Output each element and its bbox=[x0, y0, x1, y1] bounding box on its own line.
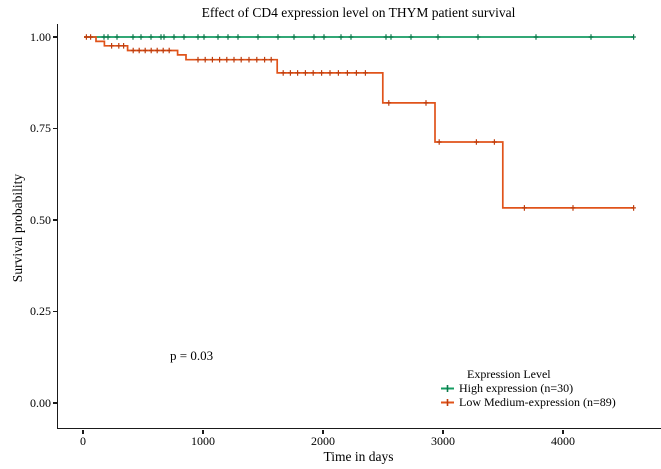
y-tick bbox=[53, 402, 57, 404]
y-tick bbox=[53, 310, 57, 313]
x-tick-label: 1000 bbox=[191, 434, 215, 448]
censor-marks-low-medium-expression bbox=[84, 34, 636, 211]
x-tick-label: 2000 bbox=[311, 434, 335, 448]
x-tick bbox=[562, 429, 564, 434]
x-axis-title: Time in days bbox=[323, 449, 394, 464]
survival-curve-low-medium-expression bbox=[84, 36, 634, 209]
y-tick-label: 1.00 bbox=[30, 29, 51, 44]
x-tick-label: 3000 bbox=[431, 434, 455, 448]
x-tick-label: 0 bbox=[80, 434, 86, 448]
y-tick bbox=[53, 219, 57, 221]
p-value-annotation: p = 0.03 bbox=[170, 348, 214, 363]
y-tick-label: 0.50 bbox=[30, 212, 51, 227]
legend-item-high-expression: High expression (n=30) bbox=[440, 381, 616, 395]
plot-panel: p = 0.03 bbox=[57, 24, 661, 429]
legend-label-low-medium: Low Medium-expression (n=89) bbox=[459, 395, 616, 409]
high-expression-key-icon bbox=[441, 385, 454, 392]
legend-label-high: High expression (n=30) bbox=[459, 381, 574, 395]
x-tick-label: 4000 bbox=[551, 434, 575, 448]
chart-title: Effect of CD4 expression level on THYM p… bbox=[201, 5, 516, 20]
legend: Expression Level High expression (n=30) … bbox=[440, 367, 616, 409]
y-tick-label: 0.25 bbox=[30, 304, 51, 318]
y-tick-label: 0.75 bbox=[30, 121, 51, 135]
y-tick-label: 0.00 bbox=[30, 395, 51, 410]
legend-item-low-medium-expression: Low Medium-expression (n=89) bbox=[440, 395, 616, 409]
low-medium-expression-key-icon bbox=[441, 399, 454, 406]
legend-title: Expression Level bbox=[467, 367, 551, 381]
x-tick bbox=[442, 429, 444, 434]
censor-marks-high-expression bbox=[101, 34, 636, 40]
y-tick bbox=[53, 36, 57, 38]
y-tick bbox=[53, 127, 57, 130]
x-tick bbox=[82, 429, 84, 434]
x-tick bbox=[202, 429, 204, 434]
survival-curves-canvas bbox=[84, 34, 636, 211]
x-tick bbox=[322, 429, 324, 434]
y-axis-title: Survival probability bbox=[10, 173, 25, 283]
